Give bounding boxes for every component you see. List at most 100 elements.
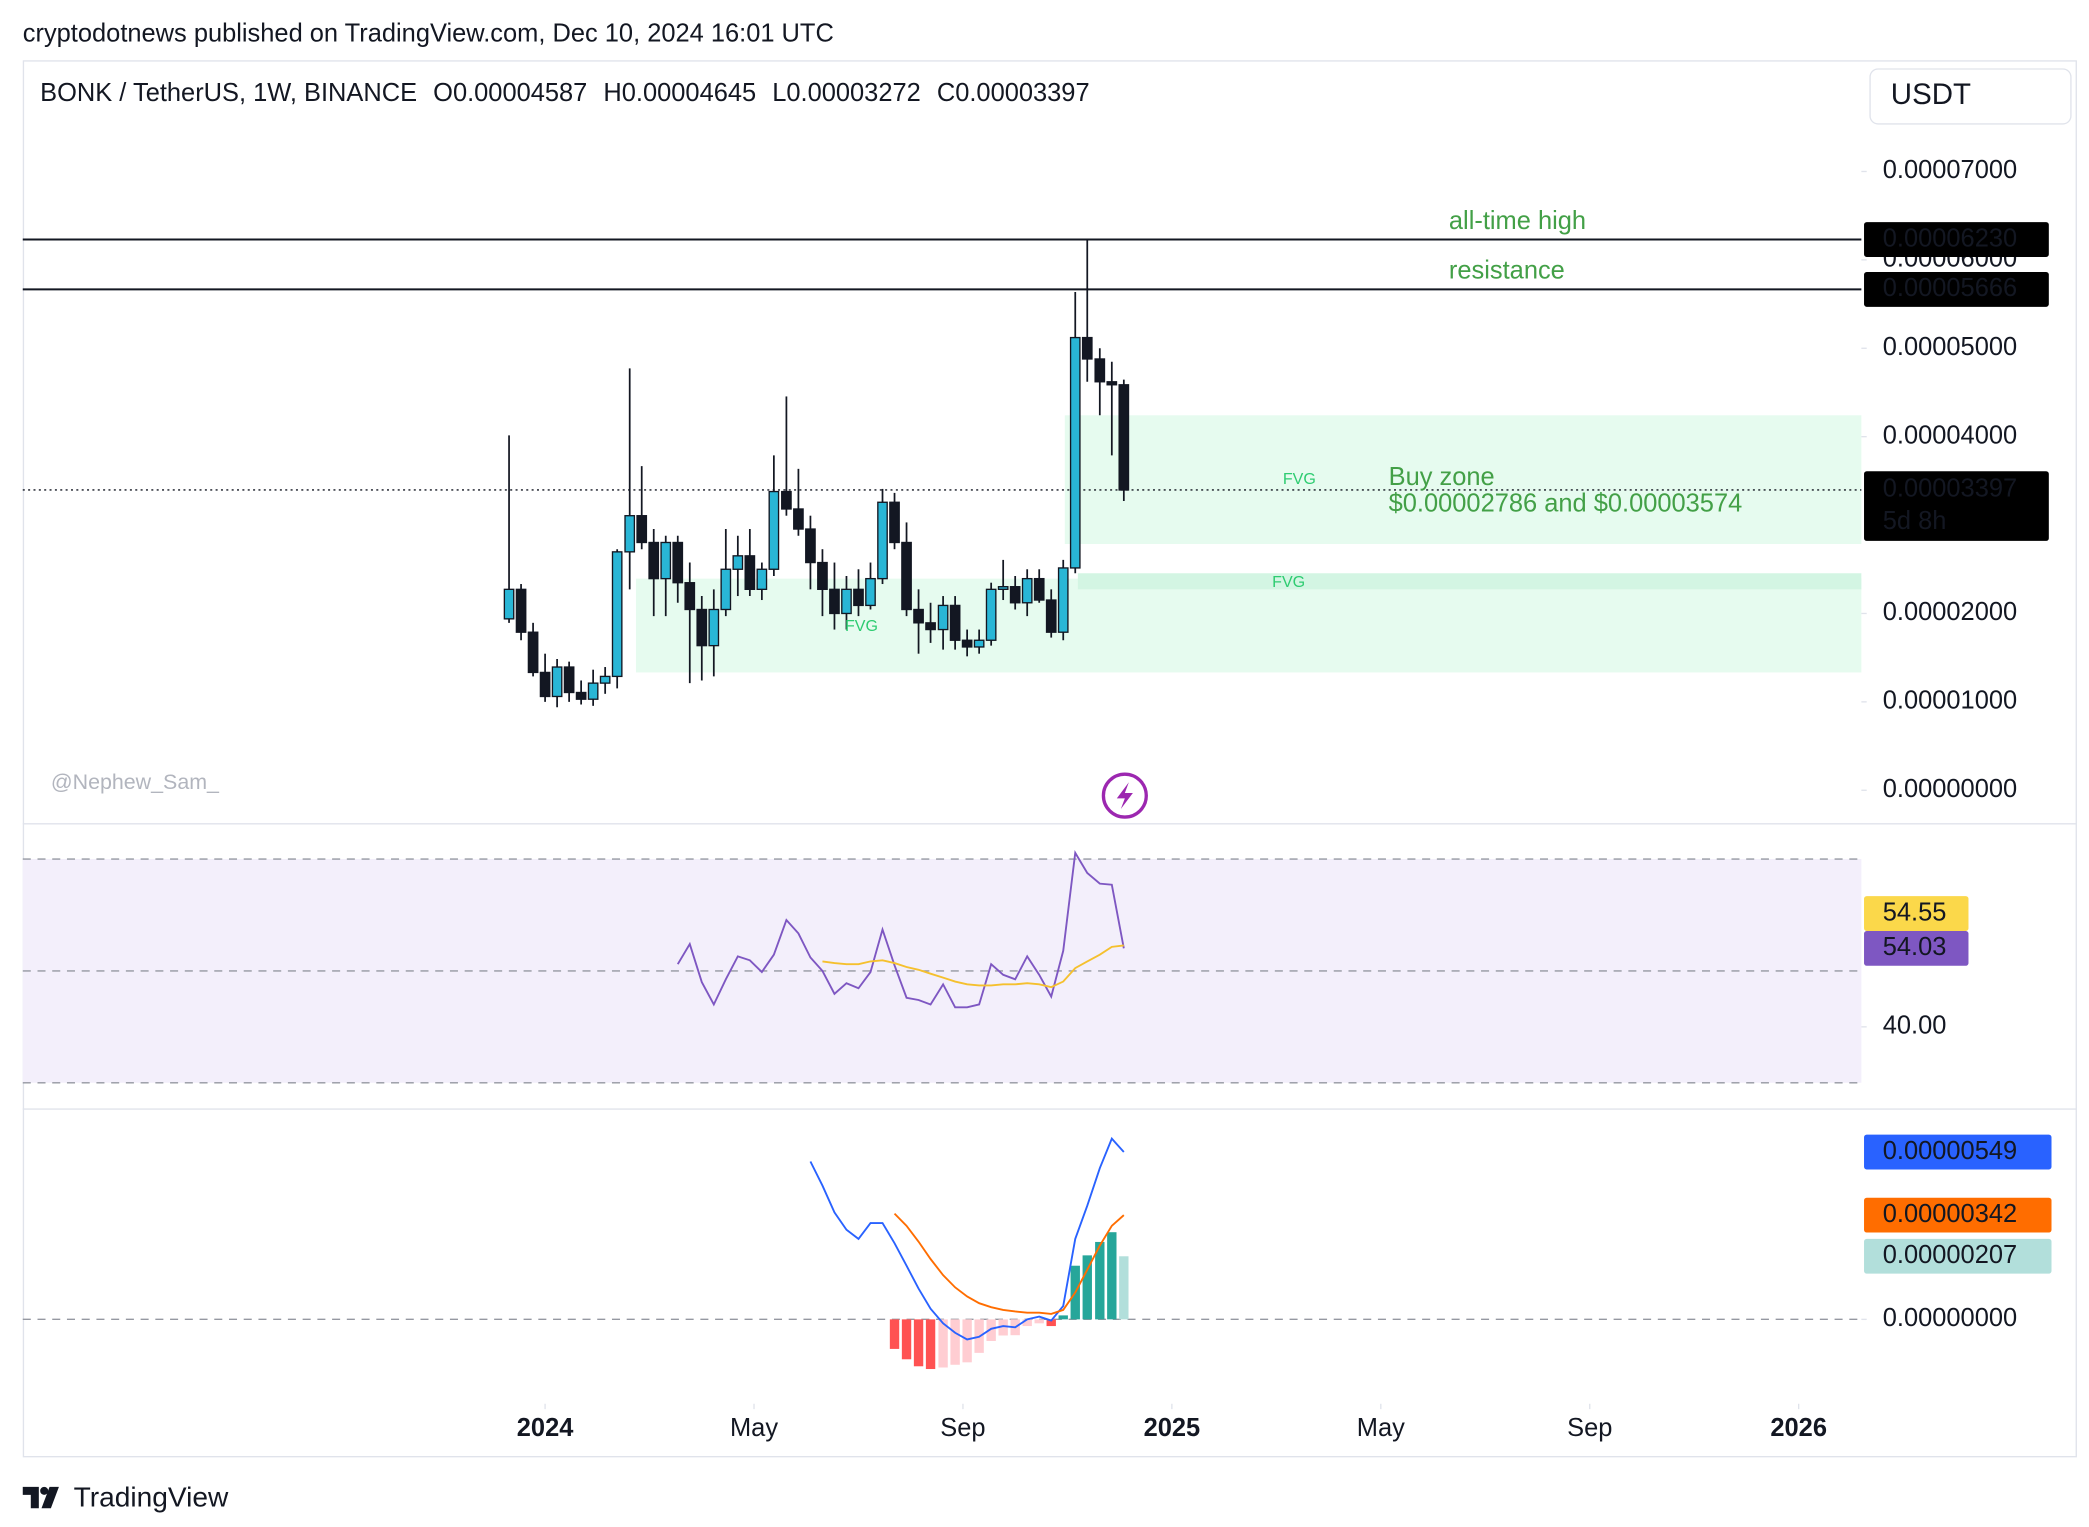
annotation: FVG [1283, 470, 1316, 488]
zone [1064, 415, 1862, 544]
ohlc-label: C [937, 78, 955, 106]
price-label: 0.00000342 [1883, 1200, 2017, 1228]
ohlc-value: 0.00004645 [622, 78, 756, 106]
histogram-bar [925, 1319, 936, 1370]
candle-body [708, 608, 720, 647]
histogram-bar [938, 1319, 948, 1368]
icon-bolt[interactable] [1116, 782, 1133, 810]
indicator-line [676, 850, 1125, 1009]
x-tick-label: 2025 [1144, 1414, 1201, 1442]
candle-body [696, 608, 708, 647]
ohlc-value: 0.00003272 [786, 78, 920, 106]
currency[interactable]: USDT [1891, 78, 1971, 111]
histogram-bar [962, 1319, 972, 1363]
candle-body [1081, 336, 1093, 360]
annotation: Buy zone [1389, 463, 1495, 491]
histogram-bar [1119, 1256, 1129, 1320]
indicator-line [809, 1136, 1125, 1341]
zone [1077, 573, 1862, 590]
candle-body [648, 541, 660, 580]
candle-body [1021, 577, 1033, 604]
ohlc-label: H [603, 78, 621, 106]
histogram-bar [889, 1319, 900, 1349]
candle-body [985, 588, 997, 641]
x-tick-label: Sep [940, 1414, 985, 1442]
annotation: FVG [845, 617, 878, 635]
candle-body [997, 586, 1009, 591]
ohlc-label: O [433, 78, 453, 106]
candle-body [841, 588, 852, 615]
candle-body [587, 682, 599, 700]
histogram-bar [901, 1319, 912, 1360]
histogram-bar [1034, 1319, 1044, 1324]
histogram-bar [998, 1319, 1008, 1336]
price-label: 0.00000207 [1883, 1241, 2017, 1269]
price-label: 54.03 [1883, 933, 1947, 961]
candle-body [515, 588, 527, 633]
price-label-box [1864, 271, 2049, 307]
candle-body [1033, 577, 1045, 601]
ohlc-value: 0.00004587 [453, 78, 587, 106]
y-tick-label: 0.00005000 [1883, 333, 2017, 361]
histogram-bar [1058, 1315, 1068, 1320]
y-tick-label: 0.00002000 [1883, 598, 2017, 626]
x-tick-label: 2026 [1770, 1414, 1827, 1442]
candle-body [853, 588, 864, 607]
candle-body [877, 501, 888, 580]
horizontal-line-label: resistance [1449, 257, 1565, 285]
candle-body [1094, 358, 1106, 383]
currency-button[interactable] [1869, 68, 2072, 125]
price-label: 0.00005666 [1883, 274, 2017, 302]
price-label: 0.00003397 [1883, 475, 2017, 503]
candle-body [901, 541, 912, 611]
price-label-box [1864, 1238, 2052, 1274]
candle-body [889, 501, 900, 544]
candle-body [1045, 599, 1057, 633]
histogram-bar [1107, 1232, 1117, 1320]
candle-body [720, 568, 732, 611]
candle-body [1069, 336, 1081, 569]
y-tick-label: 0.00007000 [1883, 156, 2017, 184]
candle-body [611, 551, 623, 678]
candle-body [961, 639, 973, 648]
publisher: cryptodotnews published on TradingView.c… [23, 20, 834, 48]
candle-body [937, 604, 949, 631]
candle-body [599, 675, 611, 684]
y-tick-label: 0.00000000 [1883, 1304, 2017, 1332]
histogram-bar [986, 1319, 996, 1341]
candle-body [1009, 586, 1021, 604]
candle-body [624, 515, 636, 553]
annotation: FVG [1272, 573, 1305, 591]
ohlc-label: L [772, 78, 786, 106]
histogram-bar [950, 1319, 960, 1365]
candle-body [1057, 567, 1069, 633]
annotation: $0.00002786 and $0.00003574 [1389, 490, 1743, 518]
price-label-box [1864, 1134, 2052, 1170]
candle-body [575, 691, 587, 700]
price-label-box [1864, 471, 2049, 541]
candle-body [503, 588, 515, 620]
y-tick-label: 0.00001000 [1883, 687, 2017, 715]
histogram-bar [1022, 1319, 1032, 1327]
candle-body [973, 639, 985, 648]
candle-body [817, 561, 828, 591]
price-label-box [1864, 896, 1969, 931]
indicator-line [822, 944, 1124, 989]
x-tick-label: May [730, 1414, 778, 1442]
price-label-box [1864, 1197, 2052, 1233]
y-tick-label: 40.00 [1883, 1012, 1947, 1040]
candle-body [563, 666, 575, 694]
candle-body [1118, 384, 1130, 491]
candle-body [781, 490, 792, 510]
price-label-box [1864, 222, 2049, 257]
lightning-icon[interactable] [1101, 772, 1148, 819]
histogram-bar [1046, 1319, 1056, 1327]
candle-body [865, 577, 876, 607]
footer-logo [22, 1486, 59, 1509]
price-label: 0.00000549 [1883, 1137, 2017, 1165]
histogram-bar [1082, 1255, 1092, 1320]
candle-body [636, 515, 648, 544]
candle-body [527, 631, 539, 674]
candle-body [660, 541, 672, 580]
